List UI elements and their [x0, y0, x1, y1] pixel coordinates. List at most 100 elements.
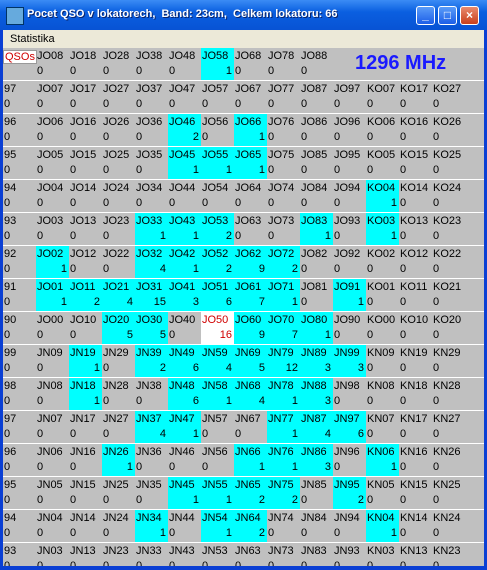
locator-cell: JO28 0: [102, 48, 135, 80]
locator-name: JN67: [235, 413, 261, 425]
locator-name: JO50: [202, 314, 229, 326]
locator-name: JO68: [235, 50, 262, 62]
locator-name: JO84: [301, 182, 328, 194]
locator-cell: 95 0: [3, 147, 36, 179]
locator-cell: JN74 0: [267, 510, 300, 542]
locator-name: JO72: [268, 248, 295, 260]
qso-count: 1: [192, 494, 199, 506]
locator-name: JN64: [235, 512, 261, 524]
locator-cell: KN13 0: [399, 543, 432, 566]
locator-name: JN66: [235, 446, 261, 458]
locator-cell: KO04 1: [366, 180, 399, 212]
locator-name: JO20: [103, 314, 130, 326]
qso-count: 0: [136, 131, 143, 143]
locator-name: KN25: [433, 479, 461, 491]
locator-name: JN33: [136, 545, 162, 557]
locator-cell: JO23 0: [102, 213, 135, 245]
qso-count: 0: [235, 65, 242, 77]
locator-cell: JN55 1: [201, 477, 234, 509]
qso-count: 0: [4, 98, 11, 110]
locator-name: JN13: [70, 545, 96, 557]
locator-name: KO15: [400, 149, 429, 161]
locator-cell: JO08 0: [36, 48, 69, 80]
locator-cell: JO87 0: [300, 81, 333, 113]
locator-cell: KO10 0: [399, 312, 432, 344]
qso-count: 0: [4, 131, 11, 143]
locator-cell: KO16 0: [399, 114, 432, 146]
locator-cell: JO46 2: [168, 114, 201, 146]
locator-cell: JO80 1: [300, 312, 333, 344]
qso-count: 1: [390, 527, 397, 539]
locator-cell: JO81 0: [300, 279, 333, 311]
locator-name: JO70: [268, 314, 295, 326]
locator-cell: JO61 7: [234, 279, 267, 311]
qso-count: 0: [334, 197, 341, 209]
locator-cell: JO75 0: [267, 147, 300, 179]
locator-name: JN53: [202, 545, 228, 557]
locator-cell: JN73 0: [267, 543, 300, 566]
qso-count: 0: [136, 98, 143, 110]
locator-name: JN36: [136, 446, 162, 458]
locator-name: KO27: [433, 83, 462, 95]
qso-count: 0: [37, 527, 44, 539]
qso-count: 0: [400, 164, 407, 176]
locator-name: KO14: [400, 182, 429, 194]
locator-name: JN85: [301, 479, 327, 491]
locator-cell: JN05 0: [36, 477, 69, 509]
locator-cell: JO30 5: [135, 312, 168, 344]
qso-count: 0: [400, 527, 407, 539]
qso-count: 0: [301, 263, 308, 275]
locator-name: JN93: [334, 545, 360, 557]
locator-cell: JO85 0: [300, 147, 333, 179]
locator-name: JO77: [268, 83, 295, 95]
qso-count: 4: [225, 362, 232, 374]
row-separator: [3, 278, 484, 279]
locator-name: 97: [4, 413, 17, 425]
locator-cell: JN84 0: [300, 510, 333, 542]
locator-cell: JN36 0: [135, 444, 168, 476]
menu-item[interactable]: Statistika: [10, 33, 55, 45]
qso-count: 0: [334, 131, 341, 143]
locator-name: JO23: [103, 215, 130, 227]
locator-name: JO32: [136, 248, 163, 260]
locator-cell: KN18 0: [399, 378, 432, 410]
locator-name: KN24: [433, 512, 461, 524]
locator-cell: JO53 2: [201, 213, 234, 245]
qso-count: 3: [324, 395, 331, 407]
qso-count: 0: [334, 263, 341, 275]
locator-name: KO01: [367, 281, 396, 293]
close-button[interactable]: ×: [460, 6, 479, 25]
qso-count: 0: [70, 461, 77, 473]
qso-count: 0: [37, 395, 44, 407]
locator-name: JO14: [70, 182, 97, 194]
locator-name: JO65: [235, 149, 262, 161]
locator-cell: KO02 0: [366, 246, 399, 278]
qso-count: 0: [202, 461, 209, 473]
locator-cell: JO18 0: [69, 48, 102, 80]
locator-name: JN06: [37, 446, 63, 458]
qso-count: 0: [37, 98, 44, 110]
qso-count: 0: [334, 560, 341, 566]
maximize-button[interactable]: □: [438, 6, 457, 25]
locator-cell: JO62 9: [234, 246, 267, 278]
locator-name: JN68: [235, 380, 261, 392]
qso-count: 1: [225, 395, 232, 407]
minimize-button[interactable]: _: [416, 6, 435, 25]
locator-name: 93: [4, 545, 17, 557]
locator-name: JN89: [301, 347, 327, 359]
locator-name: KO23: [433, 215, 462, 227]
locator-cell: 94 0: [3, 510, 36, 542]
locator-name: JN23: [103, 545, 129, 557]
locator-cell: JO57 0: [201, 81, 234, 113]
qso-count: 0: [4, 527, 11, 539]
locator-cell: JN97 6: [333, 411, 366, 443]
qso-count: 0: [367, 395, 374, 407]
locator-name: JN86: [301, 446, 327, 458]
qso-count: 0: [37, 461, 44, 473]
locator-cell: JO41 3: [168, 279, 201, 311]
locator-name: JO93: [334, 215, 361, 227]
locator-cell: JO73 0: [267, 213, 300, 245]
qso-count: 2: [225, 230, 232, 242]
locator-cell: JO31 15: [135, 279, 168, 311]
